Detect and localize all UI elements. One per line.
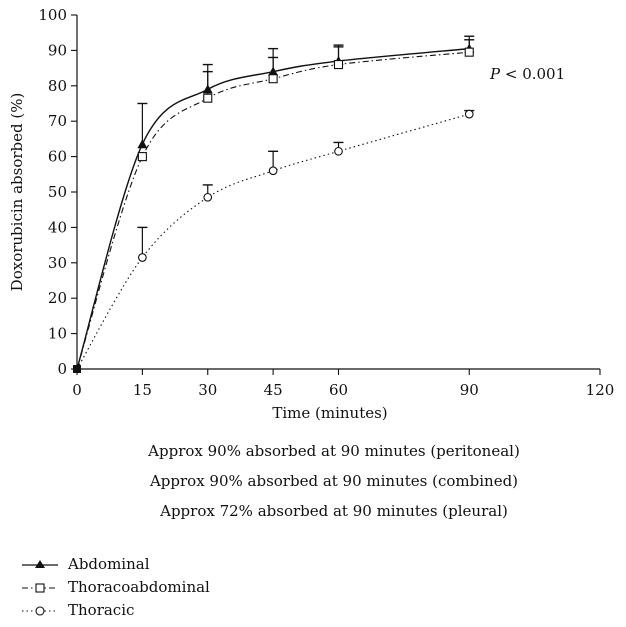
- point-thoracic: [334, 146, 343, 156]
- y-tick-label: 40: [48, 218, 67, 236]
- y-tick-label: 100: [38, 6, 67, 24]
- point-thoracoabdominal: [333, 60, 344, 70]
- x-tick-label: 45: [264, 381, 283, 399]
- origin-point-thoracic: [73, 365, 81, 373]
- legend-label-thoracic: Thoracic: [68, 600, 135, 619]
- note-combined: Approx 90% absorbed at 90 minutes (combi…: [149, 472, 519, 490]
- y-tick-label: 70: [48, 112, 67, 130]
- triangle-marker-icon: [22, 559, 58, 568]
- notes: Approx 90% absorbed at 90 minutes (perit…: [0, 436, 626, 526]
- legend-label-abdominal: Abdominal: [68, 554, 150, 573]
- x-tick-label: 0: [72, 381, 82, 399]
- legend-label-thoracoabdominal: Thoracoabdominal: [68, 577, 210, 596]
- x-axis-label: Time (minutes): [272, 404, 387, 422]
- point-thoracic: [138, 253, 147, 262]
- y-tick-label: 20: [48, 289, 67, 307]
- y-tick-label: 30: [48, 254, 67, 272]
- x-tick-label: 30: [198, 381, 217, 399]
- chart: 0 10 20 30 40 50 60 70 80 90 100 0 15 30 45 60 90 120 Dox…: [8, 6, 615, 422]
- legend-item-thoracic: Thoracic: [20, 598, 210, 621]
- point-thoracoabdominal: [268, 74, 278, 84]
- point-thoracic: [268, 166, 278, 176]
- legend-item-abdominal: Abdominal: [20, 552, 210, 575]
- y-tick-label: 80: [48, 77, 67, 95]
- point-thoracic: [203, 192, 213, 202]
- note-peritoneal: Approx 90% absorbed at 90 minutes (perit…: [148, 442, 520, 460]
- x-tick-label: 60: [329, 381, 348, 399]
- y-axis-label: Doxorubicin absorbed (%): [8, 93, 26, 292]
- x-tick-label: 15: [133, 381, 152, 399]
- y-tick-label: 50: [48, 183, 67, 201]
- point-thoracoabdominal: [464, 47, 474, 57]
- circle-marker-icon: [22, 605, 58, 616]
- x-tick-label: 90: [460, 381, 479, 399]
- point-thoracoabdominal: [137, 152, 147, 162]
- p-value-text: < 0.001: [500, 65, 565, 83]
- point-abdominal: [137, 139, 148, 149]
- point-thoracic: [464, 109, 474, 119]
- series-line-abdominal: [76, 47, 470, 370]
- x-tick-label: 120: [586, 381, 615, 399]
- y-tick-label: 60: [48, 148, 67, 166]
- legend: Abdominal Thoracoabdominal Thoracic: [20, 552, 210, 621]
- p-symbol: P: [489, 65, 501, 83]
- series-line-thoracoabdominal: [76, 51, 470, 370]
- note-pleural: Approx 72% absorbed at 90 minutes (pleur…: [160, 502, 508, 520]
- point-thoracoabdominal: [203, 93, 213, 103]
- y-tick-label: 90: [48, 41, 67, 59]
- p-value-annotation: P < 0.001: [489, 65, 565, 83]
- y-tick-label: 0: [57, 360, 67, 378]
- legend-item-thoracoabdominal: Thoracoabdominal: [20, 575, 210, 598]
- y-tick-label: 10: [48, 325, 67, 343]
- square-marker-icon: [22, 582, 58, 593]
